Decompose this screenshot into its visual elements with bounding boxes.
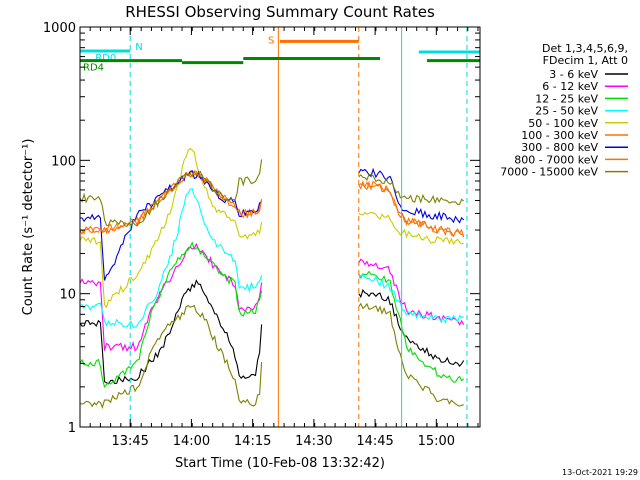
legend-entry-label: 25 - 50 keV <box>535 105 598 118</box>
series-layer <box>79 147 465 409</box>
y-tick-label: 10 <box>59 288 76 303</box>
legend-entry-label: 3 - 6 keV <box>549 68 598 81</box>
x-tick-label: 13:45 <box>111 434 148 449</box>
series-line <box>79 302 464 409</box>
footer-timestamp: 13-Oct-2021 19:29 <box>562 468 638 477</box>
x-tick-label: 14:30 <box>295 434 332 449</box>
x-axis: 13:45 14:00 14:15 14:30 14:45 15:00 <box>79 27 479 449</box>
y-tick-label: 1 <box>68 421 76 436</box>
x-tick-label: 14:45 <box>356 434 393 449</box>
series-line <box>79 159 465 228</box>
series-line <box>79 170 465 238</box>
legend-entry-label: 6 - 12 keV <box>542 80 598 93</box>
state-bar-label: S <box>268 35 274 46</box>
state-bar-label: N <box>135 42 142 53</box>
legend-header-1: Det 1,3,4,5,6,9, <box>542 42 628 55</box>
y-axis-label: Count Rate (s⁻¹ detector⁻¹) <box>21 139 36 316</box>
state-bar-label: RD4 <box>83 63 104 74</box>
series-line <box>79 279 465 385</box>
x-tick-label: 14:15 <box>234 434 271 449</box>
plot-frame <box>79 26 481 428</box>
y-axis: 1 10 100 1000 <box>43 21 480 436</box>
series-line <box>79 242 465 353</box>
series-line <box>79 147 464 309</box>
x-axis-label: Start Time (10-Feb-08 13:32:42) <box>175 456 385 471</box>
chart-title: RHESSI Observing Summary Count Rates <box>125 3 435 21</box>
series-line <box>79 169 464 238</box>
y-tick-label: 1000 <box>43 21 76 36</box>
x-tick-label: 15:00 <box>418 434 455 449</box>
legend-entry-label: 12 - 25 keV <box>535 92 598 105</box>
series-line <box>79 241 465 389</box>
state-bar-label: RD0 <box>95 53 116 64</box>
legend: Det 1,3,4,5,6,9, FDecim 1, Att 0 3 - 6 k… <box>500 42 628 179</box>
series-line <box>79 188 464 328</box>
x-tick-label: 14:00 <box>173 434 210 449</box>
legend-entry-label: 800 - 7000 keV <box>514 153 598 166</box>
legend-header-2: FDecim 1, Att 0 <box>543 54 628 67</box>
legend-entry-label: 7000 - 15000 keV <box>500 166 598 179</box>
legend-entry-label: 300 - 800 keV <box>521 141 598 154</box>
y-tick-label: 100 <box>51 154 76 169</box>
legend-entry-label: 50 - 100 keV <box>528 117 598 130</box>
legend-entry-label: 100 - 300 keV <box>521 129 598 142</box>
